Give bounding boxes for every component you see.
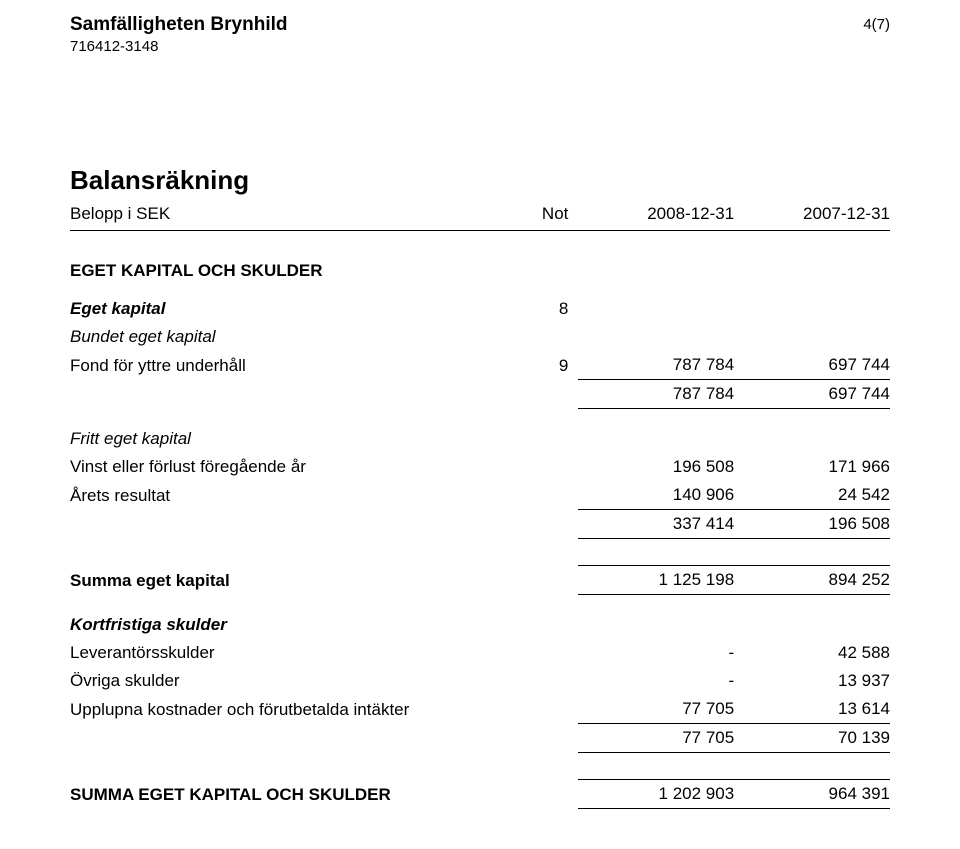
table-header-row: Belopp i SEK Not 2008-12-31 2007-12-31 (70, 200, 890, 231)
row-label: Fond för yttre underhåll (70, 351, 513, 380)
col-header-b: 2007-12-31 (734, 200, 890, 231)
total-label: SUMMA EGET KAPITAL OCH SKULDER (70, 780, 513, 809)
bundet-heading: Bundet eget kapital (70, 323, 890, 351)
bundet-heading-row: Bundet eget kapital (70, 323, 890, 351)
bundet-subtotal-row: 787 784 697 744 (70, 380, 890, 409)
kortfristiga-heading-row: Kortfristiga skulder (70, 611, 890, 639)
balance-table: Belopp i SEK Not 2008-12-31 2007-12-31 E… (70, 200, 890, 809)
eget-kapital-heading: Eget kapital (70, 285, 513, 323)
kortfristiga-subtotal-row: 77 705 70 139 (70, 724, 890, 753)
subtotal-a: 337 414 (578, 510, 734, 539)
section-heading: EGET KAPITAL OCH SKULDER (70, 257, 890, 285)
page-header: Samfälligheten Brynhild 716412-3148 4(7) (70, 14, 890, 55)
summa-eget-kapital-row: Summa eget kapital 1 125 198 894 252 (70, 566, 890, 595)
row-val-b: 42 588 (734, 639, 890, 667)
table-row: Årets resultat 140 906 24 542 (70, 481, 890, 510)
table-row: Övriga skulder - 13 937 (70, 667, 890, 695)
fritt-subtotal-row: 337 414 196 508 (70, 510, 890, 539)
org-name: Samfälligheten Brynhild (70, 14, 287, 36)
row-val-b: 13 614 (734, 695, 890, 724)
col-header-a: 2008-12-31 (578, 200, 734, 231)
total-row: SUMMA EGET KAPITAL OCH SKULDER 1 202 903… (70, 780, 890, 809)
row-val-a: - (578, 667, 734, 695)
row-val-b: 697 744 (734, 351, 890, 380)
section-title: Balansräkning (70, 165, 890, 196)
row-label: Årets resultat (70, 481, 513, 510)
row-note: 9 (513, 351, 579, 380)
table-row: Vinst eller förlust föregående år 196 50… (70, 453, 890, 481)
subtotal-b: 697 744 (734, 380, 890, 409)
org-id: 716412-3148 (70, 38, 287, 55)
row-val-a: 196 508 (578, 453, 734, 481)
subtotal-a: 77 705 (578, 724, 734, 753)
fritt-heading-row: Fritt eget kapital (70, 425, 890, 453)
page-number: 4(7) (863, 14, 890, 33)
eget-kapital-note: 8 (513, 285, 579, 323)
row-val-b: 13 937 (734, 667, 890, 695)
subtotal-b: 196 508 (734, 510, 890, 539)
row-label: Vinst eller förlust föregående år (70, 453, 513, 481)
table-row: Fond för yttre underhåll 9 787 784 697 7… (70, 351, 890, 380)
page: Samfälligheten Brynhild 716412-3148 4(7)… (0, 0, 960, 849)
row-val-a: 787 784 (578, 351, 734, 380)
sum-label: Summa eget kapital (70, 566, 513, 595)
sum-a: 1 125 198 (578, 566, 734, 595)
fritt-heading: Fritt eget kapital (70, 425, 890, 453)
subtotal-a: 787 784 (578, 380, 734, 409)
row-label: Övriga skulder (70, 667, 513, 695)
row-val-a: 77 705 (578, 695, 734, 724)
total-b: 964 391 (734, 780, 890, 809)
kortfristiga-heading: Kortfristiga skulder (70, 611, 890, 639)
eget-kapital-heading-row: Eget kapital 8 (70, 285, 890, 323)
section-heading-row: EGET KAPITAL OCH SKULDER (70, 257, 890, 285)
row-val-a: - (578, 639, 734, 667)
row-label: Leverantörsskulder (70, 639, 513, 667)
subtotal-b: 70 139 (734, 724, 890, 753)
org-block: Samfälligheten Brynhild 716412-3148 (70, 14, 287, 55)
col-header-note: Not (513, 200, 579, 231)
row-val-a: 140 906 (578, 481, 734, 510)
row-val-b: 24 542 (734, 481, 890, 510)
table-row: Upplupna kostnader och förutbetalda intä… (70, 695, 890, 724)
table-row: Leverantörsskulder - 42 588 (70, 639, 890, 667)
col-header-label: Belopp i SEK (70, 200, 513, 231)
row-val-b: 171 966 (734, 453, 890, 481)
sum-b: 894 252 (734, 566, 890, 595)
row-label: Upplupna kostnader och förutbetalda intä… (70, 695, 513, 724)
total-a: 1 202 903 (578, 780, 734, 809)
